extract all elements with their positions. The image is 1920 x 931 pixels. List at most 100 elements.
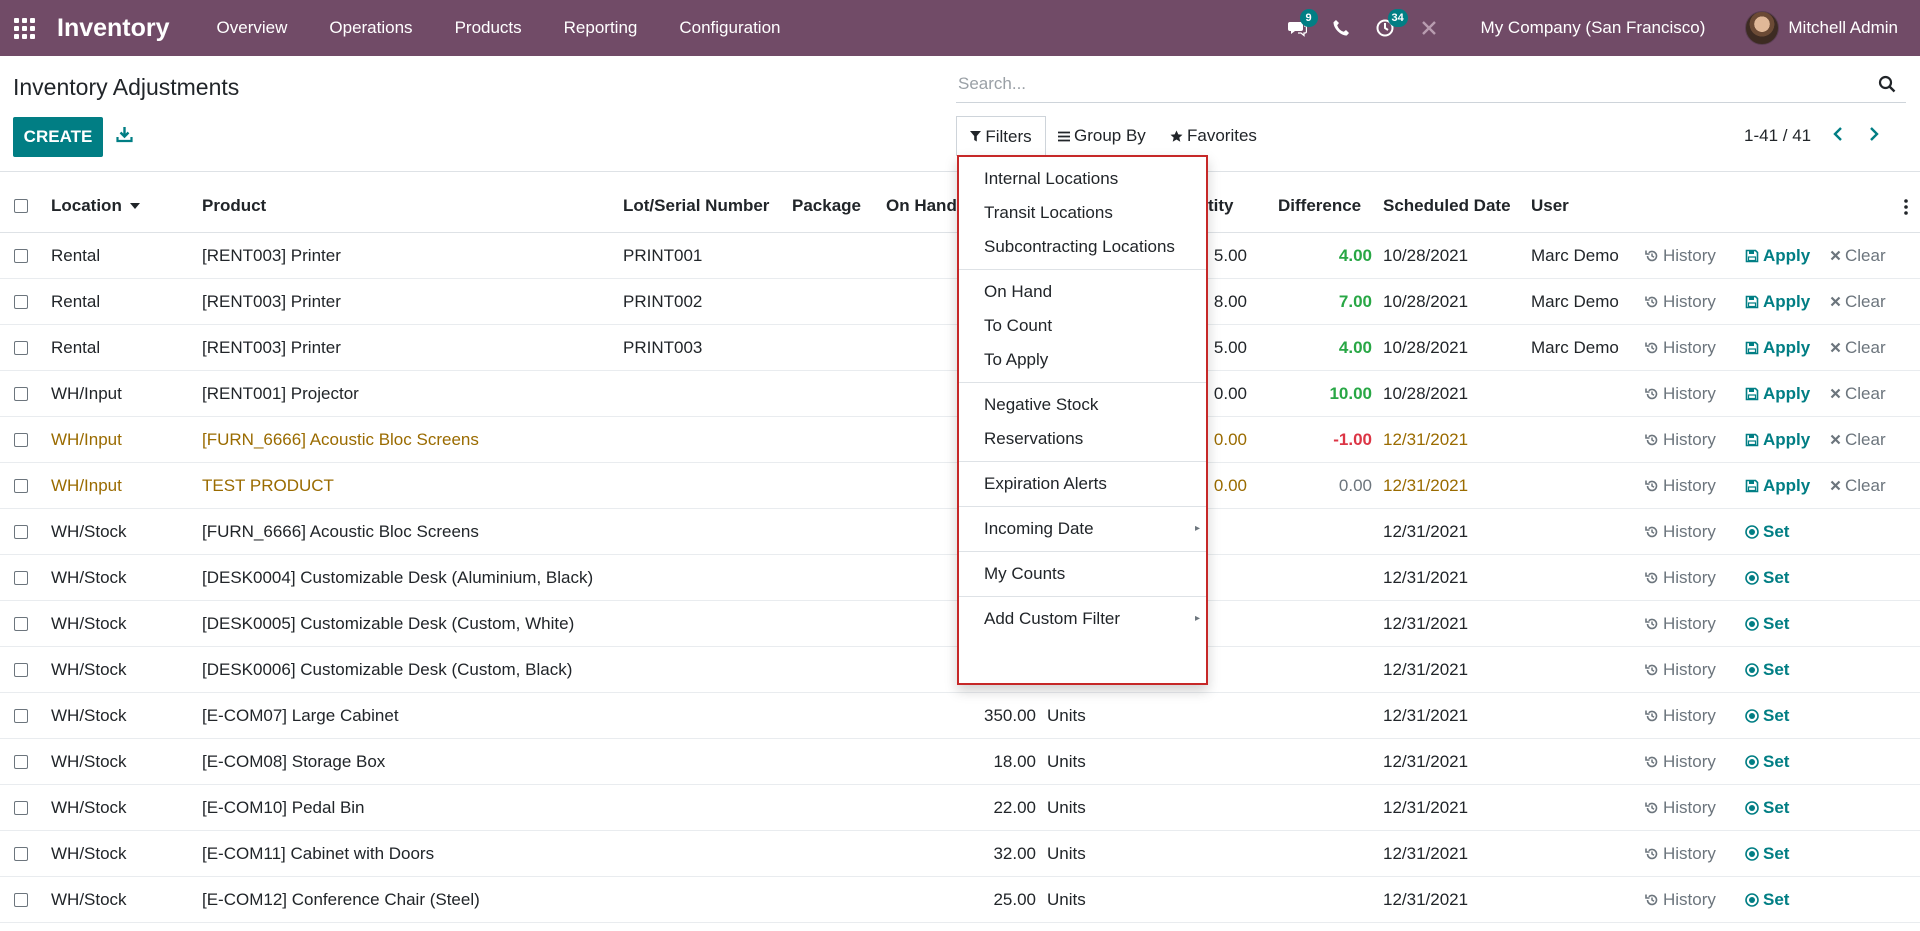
history-button[interactable]: History [1645, 660, 1716, 680]
cell-counted[interactable] [1150, 693, 1247, 738]
menu-configuration[interactable]: Configuration [679, 18, 781, 37]
user-menu[interactable]: Mitchell Admin [1788, 18, 1898, 37]
history-button[interactable]: History [1645, 752, 1716, 772]
history-button[interactable]: History [1645, 890, 1716, 910]
favorites-button[interactable]: Favorites [1170, 126, 1257, 146]
apply-button[interactable]: Apply [1745, 476, 1810, 496]
cell-counted[interactable] [1150, 739, 1247, 784]
filter-option-my-counts[interactable]: My Counts [959, 557, 1206, 591]
filter-option-incoming-date[interactable]: Incoming Date ▸ [959, 512, 1206, 546]
filter-option-reservations[interactable]: Reservations [959, 422, 1206, 456]
set-button[interactable]: Set [1745, 706, 1789, 726]
optional-columns-icon[interactable] [1904, 180, 1908, 233]
apply-button[interactable]: Apply [1745, 292, 1810, 312]
table-row[interactable]: WH/Stock [E-COM10] Pedal Bin 22.00 Units 12/… [0, 785, 1920, 831]
set-button[interactable]: Set [1745, 614, 1789, 634]
history-button[interactable]: History [1645, 384, 1716, 404]
filter-option-to-count[interactable]: To Count [959, 309, 1206, 343]
cell-counted[interactable]: 0.00 [1213, 383, 1247, 403]
search-icon[interactable] [1878, 75, 1896, 98]
app-brand[interactable]: Inventory [57, 13, 170, 42]
column-scheduled-date[interactable]: Scheduled Date [1383, 196, 1511, 215]
pager-previous-icon[interactable] [1832, 126, 1844, 147]
filter-option-internal-locations[interactable]: Internal Locations [959, 162, 1206, 196]
filter-option-on-hand[interactable]: On Hand [959, 275, 1206, 309]
row-checkbox[interactable] [14, 892, 28, 907]
table-row[interactable]: WH/Input [FURN_6666] Acoustic Bloc Screen… [0, 417, 1920, 463]
set-button[interactable]: Set [1745, 568, 1789, 588]
filter-option-transit-locations[interactable]: Transit Locations [959, 196, 1206, 230]
user-avatar[interactable] [1745, 11, 1780, 45]
cell-counted[interactable]: 8.00 [1213, 291, 1247, 311]
row-checkbox[interactable] [14, 846, 28, 861]
cell-counted[interactable] [1150, 831, 1247, 876]
cell-counted[interactable]: 0.00 [1213, 475, 1247, 495]
table-row[interactable]: WH/Stock [DESK0006] Customizable Desk (Cu… [0, 647, 1920, 693]
apply-button[interactable]: Apply [1745, 338, 1810, 358]
row-checkbox[interactable] [14, 708, 28, 723]
table-row[interactable]: WH/Stock [E-COM11] Cabinet with Doors 32.0… [0, 831, 1920, 877]
row-checkbox[interactable] [14, 570, 28, 585]
filter-option-subcontracting-locations[interactable]: Subcontracting Locations [959, 230, 1206, 264]
row-checkbox[interactable] [14, 432, 28, 447]
table-row[interactable]: WH/Input [RENT001] Projector 0.00 10.00 10/2… [0, 371, 1920, 417]
create-button[interactable]: CREATE [13, 117, 103, 157]
filter-option-expiration-alerts[interactable]: Expiration Alerts [959, 467, 1206, 501]
cell-counted[interactable]: 5.00 [1213, 245, 1247, 265]
menu-reporting[interactable]: Reporting [563, 18, 638, 37]
cell-counted[interactable]: 5.00 [1213, 337, 1247, 357]
search-input[interactable] [956, 69, 1856, 99]
history-button[interactable]: History [1645, 844, 1716, 864]
history-button[interactable]: History [1645, 568, 1716, 588]
menu-overview[interactable]: Overview [216, 18, 288, 37]
table-row[interactable]: WH/Stock [E-COM12] Conference Chair (Stee… [0, 877, 1920, 923]
row-checkbox[interactable] [14, 294, 28, 309]
column-package[interactable]: Package [792, 196, 861, 215]
menu-products[interactable]: Products [454, 18, 522, 37]
messages-icon[interactable]: 9 [1275, 0, 1319, 56]
select-all-checkbox[interactable] [14, 199, 28, 213]
history-button[interactable]: History [1645, 338, 1716, 358]
pager-next-icon[interactable] [1868, 126, 1880, 147]
filter-option-to-apply[interactable]: To Apply [959, 343, 1206, 377]
apply-button[interactable]: Apply [1745, 384, 1810, 404]
set-button[interactable]: Set [1745, 522, 1789, 542]
clear-button[interactable]: Clear [1830, 246, 1886, 266]
column-on-hand[interactable]: On Hand [886, 196, 957, 215]
row-checkbox[interactable] [14, 754, 28, 769]
pager-value[interactable]: 1-41 / 41 [1744, 126, 1812, 145]
set-button[interactable]: Set [1745, 890, 1789, 910]
row-checkbox[interactable] [14, 524, 28, 539]
set-button[interactable]: Set [1745, 844, 1789, 864]
cell-counted[interactable]: 0.00 [1213, 429, 1247, 449]
set-button[interactable]: Set [1745, 660, 1789, 680]
clear-button[interactable]: Clear [1830, 338, 1886, 358]
row-checkbox[interactable] [14, 616, 28, 631]
clear-button[interactable]: Clear [1830, 430, 1886, 450]
activities-icon[interactable]: 34 [1363, 0, 1408, 56]
apply-button[interactable]: Apply [1745, 246, 1810, 266]
history-button[interactable]: History [1645, 798, 1716, 818]
company-switcher[interactable]: My Company (San Francisco) [1480, 18, 1706, 37]
history-button[interactable]: History [1645, 522, 1716, 542]
row-checkbox[interactable] [14, 800, 28, 815]
debug-tools-icon[interactable] [1407, 0, 1451, 56]
clear-button[interactable]: Clear [1830, 384, 1886, 404]
history-button[interactable]: History [1645, 614, 1716, 634]
group-by-button[interactable]: Group By [1058, 126, 1146, 146]
column-counted-quantity[interactable]: tity [1208, 196, 1234, 215]
row-checkbox[interactable] [14, 662, 28, 677]
filter-option-negative-stock[interactable]: Negative Stock [959, 388, 1206, 422]
clear-button[interactable]: Clear [1830, 292, 1886, 312]
history-button[interactable]: History [1645, 476, 1716, 496]
column-location[interactable]: Location [51, 180, 140, 232]
table-row[interactable]: WH/Stock [E-COM07] Large Cabinet 350.00 Uni… [0, 693, 1920, 739]
column-difference[interactable]: Difference [1278, 196, 1362, 215]
set-button[interactable]: Set [1745, 752, 1789, 772]
row-checkbox[interactable] [14, 478, 28, 493]
history-button[interactable]: History [1645, 292, 1716, 312]
column-user[interactable]: User [1531, 196, 1569, 215]
filters-button[interactable]: Filters [956, 116, 1046, 156]
history-button[interactable]: History [1645, 430, 1716, 450]
history-button[interactable]: History [1645, 246, 1716, 266]
